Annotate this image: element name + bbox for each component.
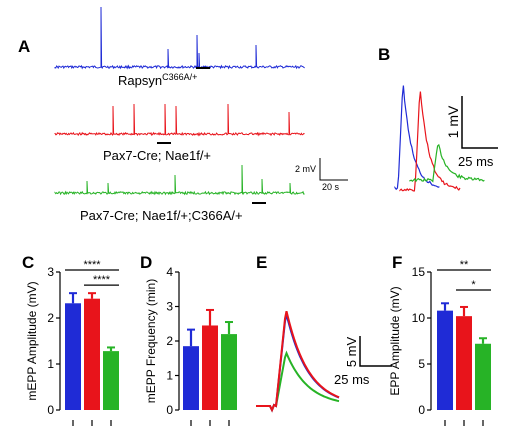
trace-b-red <box>399 91 461 192</box>
panel-letter-e: E <box>256 253 267 272</box>
chart-d: 0 1 2 3 4 mEPP Frequency (min) <box>144 265 237 426</box>
scale-label-b-voltage: 1 mV <box>445 105 461 138</box>
panel-b-epsp-traces: 1 mV 25 ms <box>394 85 498 192</box>
panel-letter-d: D <box>140 253 152 272</box>
chart-c-sig-label: **** <box>83 259 101 271</box>
chart-c-bar <box>65 303 81 410</box>
chart-c-bar <box>84 298 100 410</box>
panel-letter-f: F <box>392 253 402 272</box>
chart-f-y-label: EPP Amplitude (mV) <box>388 286 402 395</box>
chart-c-y-tick-label: 1 <box>47 357 54 371</box>
chart-d-y-tick-label: 2 <box>166 334 173 348</box>
chart-f: 0 5 10 15 EPP Amplitude (mV) *** <box>388 259 491 426</box>
scale-label-e-voltage: 5 mV <box>344 337 359 368</box>
chart-f-y-tick-label: 5 <box>418 357 425 371</box>
chart-c-y-label: mEPP Amplitude (mV) <box>25 281 39 400</box>
panel-letter-c: C <box>22 253 34 272</box>
panel-e-epp-traces: 5 mV 25 ms <box>256 310 392 413</box>
chart-d-y-tick-label: 4 <box>166 265 173 279</box>
chart-c-y-tick-label: 2 <box>47 311 54 325</box>
trace-pax7-nae1-c366a <box>54 164 305 196</box>
trace-b-green <box>409 143 485 183</box>
trace-label-pax7-nae1-c366a: Pax7-Cre; Nae1f/+;C366A/+ <box>80 208 243 223</box>
trace-pax7-nae1 <box>54 103 305 137</box>
chart-c-sig-label: **** <box>93 274 111 286</box>
chart-c-bar <box>103 351 119 410</box>
chart-d-y-tick-label: 0 <box>166 403 173 417</box>
scale-bar-e <box>359 336 392 367</box>
chart-f-sig-label: * <box>471 279 476 291</box>
chart-c-y-tick-label: 0 <box>47 403 54 417</box>
panel-a-traces: RapsynC366A/+ Pax7-Cre; Nae1f/+ Pax7-Cre… <box>54 6 348 223</box>
trace-label-rapsyn: RapsynC366A/+ <box>118 72 197 88</box>
scale-label-e-time: 25 ms <box>334 372 370 387</box>
chart-d-bar <box>221 334 237 410</box>
chart-c: 0 1 2 3 mEPP Amplitude (mV) **** **** <box>25 259 119 426</box>
chart-f-y-tick-label: 0 <box>418 403 425 417</box>
panel-letter-a: A <box>18 37 30 56</box>
chart-f-bar <box>437 310 453 410</box>
trace-label-pax7-nae1: Pax7-Cre; Nae1f/+ <box>103 148 211 163</box>
chart-d-y-tick-label: 1 <box>166 369 173 383</box>
chart-f-bar <box>456 316 472 410</box>
scale-bar-b <box>461 96 498 149</box>
trace-e-red <box>256 310 340 413</box>
scale-label-b-time: 25 ms <box>458 154 494 169</box>
scale-bar-a <box>319 158 348 181</box>
trace-e-blue <box>256 313 340 413</box>
panel-letter-b: B <box>378 45 390 64</box>
chart-f-sig-label: ** <box>460 259 469 271</box>
chart-c-y-tick-label: 3 <box>47 265 54 279</box>
chart-f-y-tick-label: 15 <box>412 265 426 279</box>
chart-f-y-tick-label: 10 <box>412 311 426 325</box>
scale-label-a-time: 20 s <box>322 182 340 192</box>
trace-e-green <box>256 350 340 413</box>
trace-rapsyn <box>54 6 305 70</box>
scale-label-a-voltage: 2 mV <box>295 164 316 174</box>
chart-d-y-tick-label: 3 <box>166 300 173 314</box>
chart-f-bar <box>475 343 491 410</box>
chart-d-bar <box>202 325 218 410</box>
chart-d-y-label: mEPP Frequency (min) <box>144 279 158 403</box>
chart-d-bar <box>183 346 199 410</box>
